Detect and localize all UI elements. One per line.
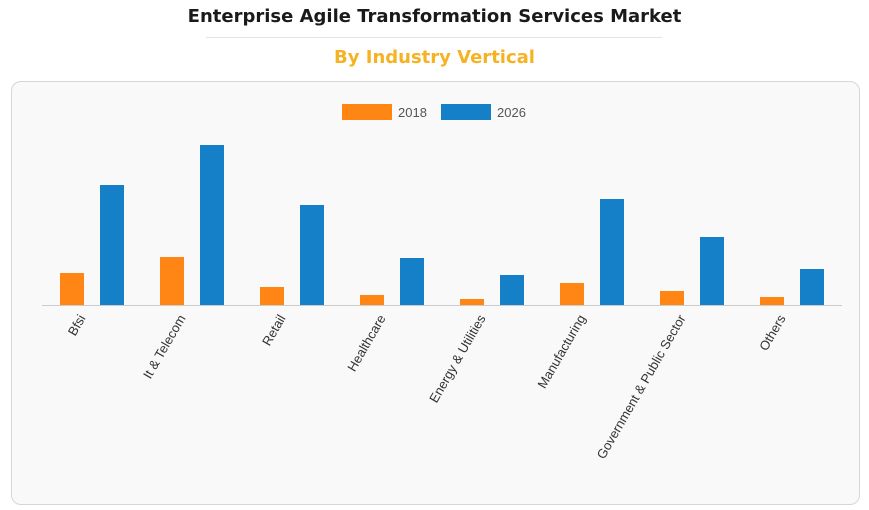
bar-2026-it-telecom[interactable] <box>200 145 224 305</box>
legend-swatch-2018[interactable] <box>342 104 392 120</box>
bar-2026-bfsi[interactable] <box>100 185 124 305</box>
legend-swatch-2026[interactable] <box>441 104 491 120</box>
bar-2018-others[interactable] <box>760 297 784 305</box>
x-tick-label: Bfsi <box>65 312 89 338</box>
chart-legend: 2018 2026 <box>342 104 526 120</box>
bar-2026-manufacturing[interactable] <box>600 199 624 305</box>
x-tick-label: Energy & Utilities <box>426 312 489 406</box>
bar-2026-others[interactable] <box>800 269 824 305</box>
x-tick-label: It & Telecom <box>140 312 189 381</box>
x-tick-label: Others <box>756 312 789 354</box>
bar-2018-government-public-sector[interactable] <box>660 291 684 305</box>
bar-2018-healthcare[interactable] <box>360 295 384 305</box>
bar-2026-healthcare[interactable] <box>400 258 424 305</box>
chart-subtitle: By Industry Vertical <box>334 47 535 68</box>
x-tick-label: Retail <box>259 312 289 348</box>
chart-title: Enterprise Agile Transformation Services… <box>187 6 682 27</box>
chart-bars <box>60 145 824 305</box>
bar-2018-retail[interactable] <box>260 287 284 305</box>
x-tick-label: Government & Public Sector <box>594 311 689 461</box>
legend-label-2026: 2026 <box>497 105 526 120</box>
legend-label-2018: 2018 <box>398 105 427 120</box>
bar-2026-retail[interactable] <box>300 205 324 305</box>
bar-2018-energy-utilities[interactable] <box>460 299 484 305</box>
bar-2018-bfsi[interactable] <box>60 273 84 305</box>
bar-2018-it-telecom[interactable] <box>160 257 184 305</box>
x-axis-tick-labels: Bfsi It & Telecom Retail Healthcare Energy &… <box>65 311 789 461</box>
bar-2026-government-public-sector[interactable] <box>700 237 724 305</box>
bar-2018-manufacturing[interactable] <box>560 283 584 305</box>
x-tick-label: Healthcare <box>344 312 388 374</box>
x-tick-label: Manufacturing <box>534 312 588 391</box>
title-divider <box>206 37 662 38</box>
bar-2026-energy-utilities[interactable] <box>500 275 524 305</box>
